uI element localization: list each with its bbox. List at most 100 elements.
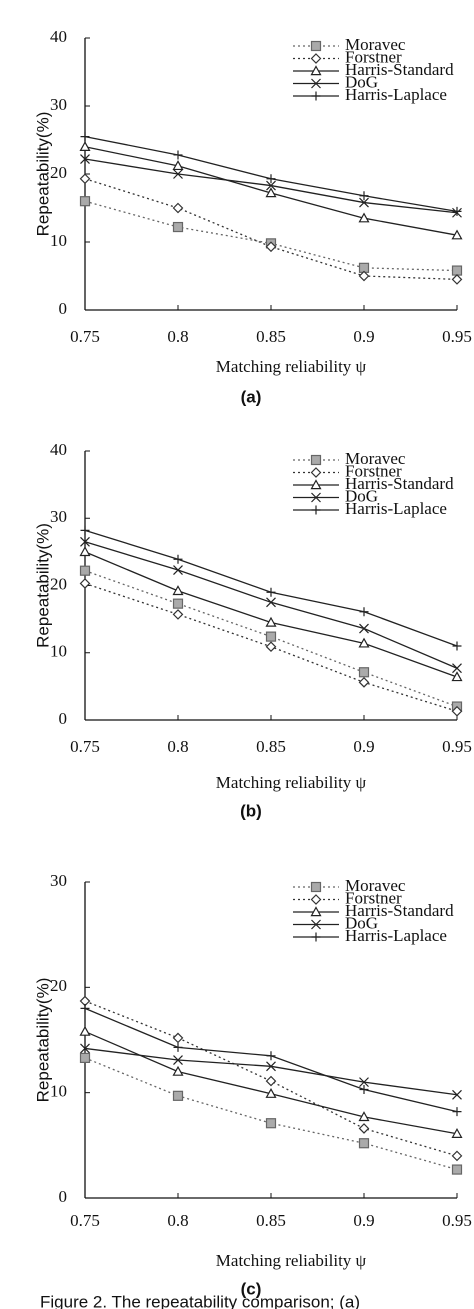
legend-marker (310, 454, 322, 466)
x-tick-label: 0.9 (353, 327, 374, 346)
y-tick-label: 40 (50, 440, 67, 459)
marker (266, 597, 276, 608)
marker (265, 631, 277, 642)
marker (359, 623, 369, 634)
legend-marker (311, 919, 321, 930)
legend-label: Moravec (345, 876, 406, 895)
marker (265, 1075, 277, 1087)
y-tick-label: 40 (50, 27, 67, 46)
legend-marker (311, 505, 321, 515)
marker (173, 1055, 183, 1065)
marker (172, 585, 184, 596)
legend-marker (310, 65, 322, 76)
legend-label: Harris-Laplace (345, 926, 447, 945)
series-line (84, 1000, 458, 1157)
y-tick-label: 30 (50, 95, 67, 114)
marker (451, 229, 463, 240)
marker (265, 616, 277, 627)
y-tick-label: 0 (59, 1187, 68, 1206)
x-tick-label: 0.85 (256, 1211, 286, 1230)
x-axis-label: Matching reliability ψ (216, 773, 367, 792)
marker (79, 141, 91, 151)
marker (358, 1111, 370, 1122)
marker (452, 206, 462, 216)
legend-marker (310, 894, 322, 905)
x-tick-label: 0.85 (256, 737, 286, 756)
legend-label: Harris-Standard (345, 60, 454, 79)
marker (265, 1118, 277, 1129)
series-line (84, 200, 458, 272)
marker (79, 196, 91, 207)
legend-label: Harris-Standard (345, 901, 454, 920)
legend-label: DoG (345, 486, 378, 505)
x-tick-label: 0.8 (167, 1211, 188, 1230)
legend-marker (310, 40, 322, 52)
marker (265, 241, 277, 253)
y-tick-label: 30 (50, 871, 67, 890)
marker (173, 554, 183, 564)
marker (79, 546, 91, 557)
marker (172, 609, 184, 620)
legend-marker (311, 91, 321, 101)
marker (265, 1087, 277, 1098)
subtitle: (a) (241, 387, 262, 406)
marker (172, 1032, 184, 1044)
y-tick-label: 20 (50, 976, 67, 995)
y-axis-label: Repeatability(%) (33, 112, 52, 237)
legend-label: DoG (345, 913, 378, 932)
y-tick-label: 0 (59, 299, 68, 318)
marker (173, 150, 183, 160)
legend-label: Harris-Standard (345, 474, 454, 493)
marker (79, 578, 91, 589)
marker (451, 1128, 463, 1138)
marker (79, 173, 91, 185)
marker (452, 1107, 462, 1117)
marker (80, 1003, 90, 1013)
legend-label: Forstner (345, 47, 402, 66)
marker (79, 1052, 91, 1064)
legend-label: Harris-Laplace (345, 85, 447, 104)
x-tick-label: 0.8 (167, 737, 188, 756)
x-tick-label: 0.75 (70, 737, 100, 756)
legend-label: Moravec (345, 449, 406, 468)
x-tick-label: 0.95 (442, 327, 472, 346)
marker (452, 1089, 462, 1100)
marker (80, 132, 90, 142)
subtitle: (b) (240, 801, 262, 820)
marker (451, 671, 463, 682)
marker (358, 637, 370, 648)
marker (173, 169, 183, 179)
y-tick-label: 20 (50, 163, 67, 182)
marker (172, 1065, 184, 1076)
y-axis-label: Repeatability(%) (33, 523, 52, 648)
marker (266, 180, 276, 191)
marker (173, 565, 183, 575)
marker (172, 221, 184, 233)
x-axis-label: Matching reliability ψ (216, 1251, 367, 1270)
x-tick-label: 0.95 (442, 737, 472, 756)
marker (359, 1077, 369, 1088)
marker (358, 667, 370, 678)
x-tick-label: 0.75 (70, 327, 100, 346)
y-tick-label: 0 (59, 709, 68, 728)
marker (359, 197, 369, 208)
x-tick-label: 0.75 (70, 1211, 100, 1230)
x-tick-label: 0.95 (442, 1211, 472, 1230)
marker (358, 212, 370, 223)
y-axis-label: Repeatability(%) (33, 978, 52, 1103)
series-line (84, 570, 458, 708)
marker (266, 174, 276, 184)
legend-label: Moravec (345, 35, 406, 54)
legend-marker (311, 492, 321, 503)
marker (80, 536, 90, 547)
marker (80, 154, 90, 164)
marker (172, 598, 184, 609)
marker (172, 1090, 184, 1101)
marker (451, 265, 463, 276)
legend-marker (310, 881, 322, 893)
marker (358, 270, 370, 282)
marker (173, 1042, 183, 1052)
marker (451, 1164, 463, 1175)
